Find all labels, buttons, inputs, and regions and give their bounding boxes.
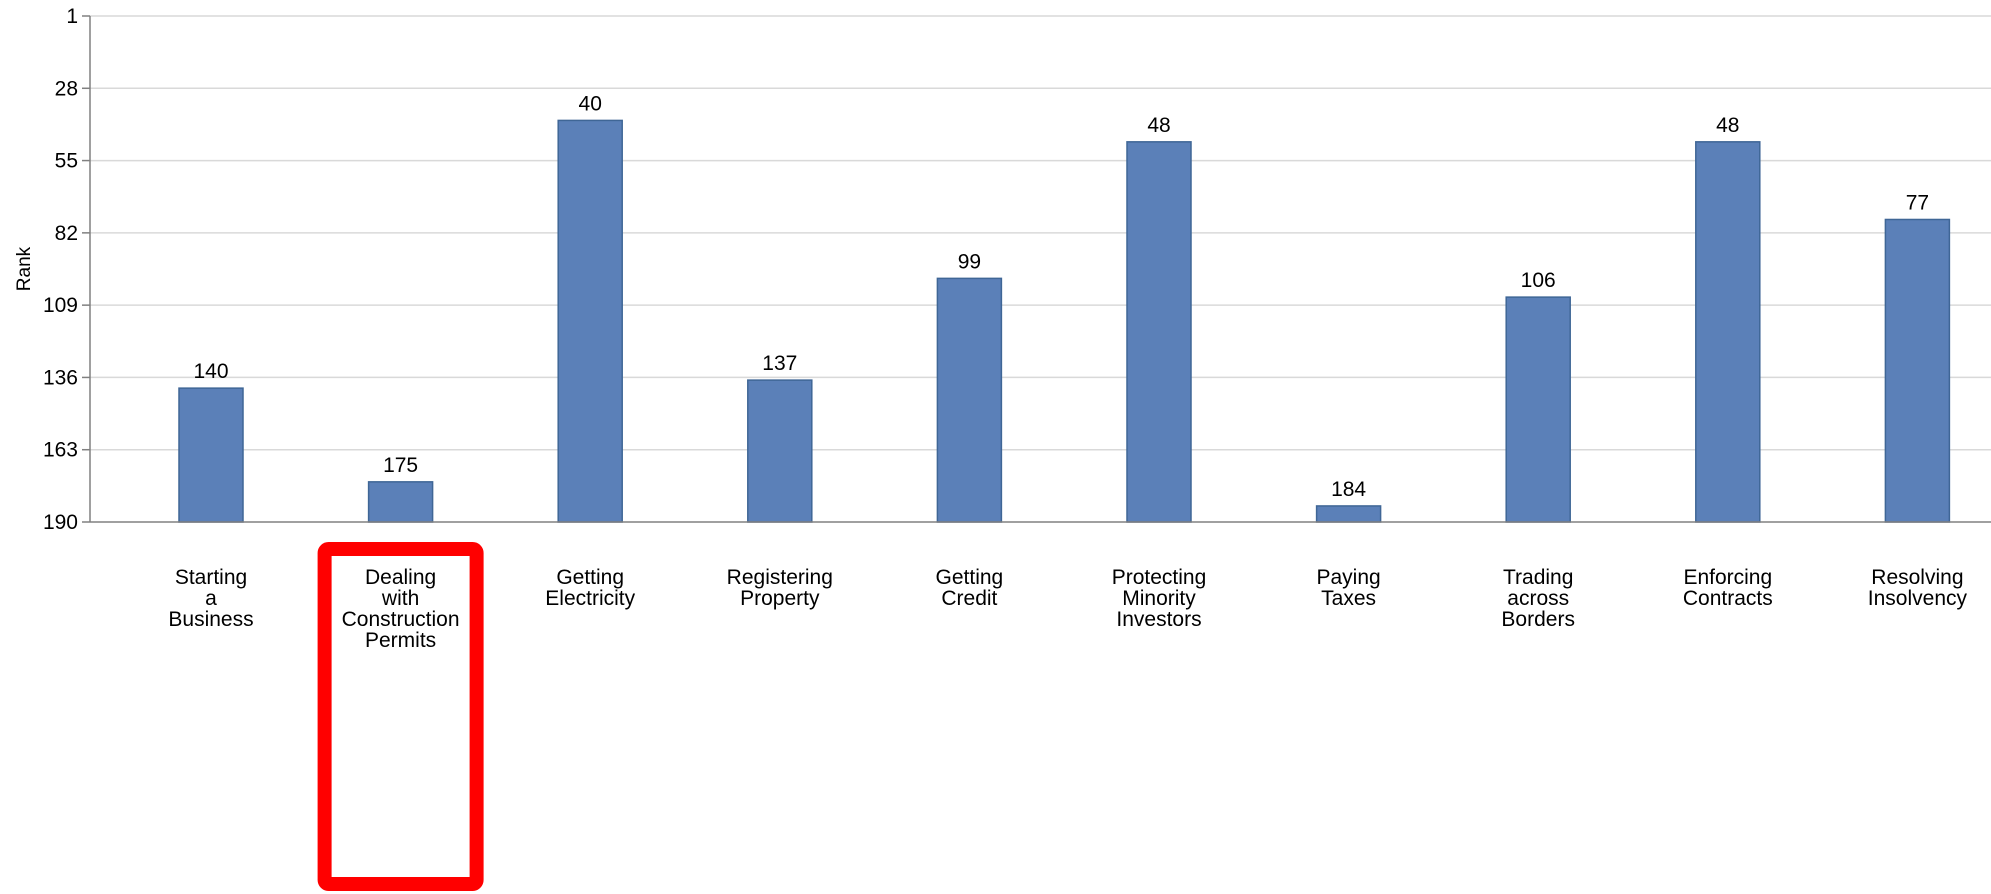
data-label: 137	[762, 352, 797, 375]
y-tick-labels: 1 28 55 82 109 136 163 190	[43, 5, 78, 534]
category-label: Paying Taxes	[1316, 566, 1380, 610]
y-axis-title: Rank	[14, 246, 35, 291]
category-label: Starting a Business	[168, 566, 253, 631]
data-label: 48	[1716, 114, 1739, 137]
category-label: Resolving Insolvency	[1868, 566, 1968, 610]
y-tick-label: 82	[55, 222, 78, 245]
category-label: Registering Property	[727, 566, 833, 610]
category-labels: Starting a Business Dealing with Construction…	[168, 566, 1967, 652]
bar	[1315, 505, 1382, 523]
bar	[178, 387, 244, 523]
y-tick-label: 28	[55, 77, 78, 100]
bars	[178, 119, 1951, 523]
data-label: 40	[579, 92, 602, 115]
axes	[82, 15, 1991, 523]
bar	[1126, 141, 1192, 523]
data-label: 77	[1906, 191, 1929, 214]
y-tick-label: 163	[43, 439, 78, 462]
data-label: 106	[1521, 269, 1556, 292]
category-label: Trading across Borders	[1501, 566, 1575, 631]
data-label: 184	[1331, 478, 1366, 501]
bar	[1505, 296, 1571, 523]
category-label: Dealing with Construction Permits	[342, 566, 460, 652]
data-label: 99	[958, 250, 981, 273]
bar	[1884, 218, 1951, 523]
bar	[557, 119, 623, 523]
category-label: Protecting Minority Investors	[1112, 566, 1207, 631]
y-tick-label: 190	[43, 511, 78, 534]
y-tick-label: 55	[55, 150, 78, 173]
y-tick-label: 136	[43, 366, 78, 389]
category-label: Enforcing Contracts	[1683, 566, 1773, 610]
y-tick-label: 109	[43, 294, 78, 317]
data-labels: 140 175 40 137 99 48 184 106 48 77	[193, 92, 1929, 501]
highlight-box	[317, 542, 484, 891]
bar	[747, 379, 813, 523]
gridlines	[90, 15, 1991, 451]
category-label: Getting Electricity	[545, 566, 635, 610]
data-label: 175	[383, 454, 418, 477]
data-label: 140	[193, 360, 228, 383]
data-label: 48	[1147, 114, 1170, 137]
bar	[367, 481, 434, 523]
bar	[1695, 141, 1761, 523]
bar	[936, 277, 1003, 523]
category-label: Getting Credit	[936, 566, 1004, 610]
y-tick-label: 1	[66, 5, 78, 28]
